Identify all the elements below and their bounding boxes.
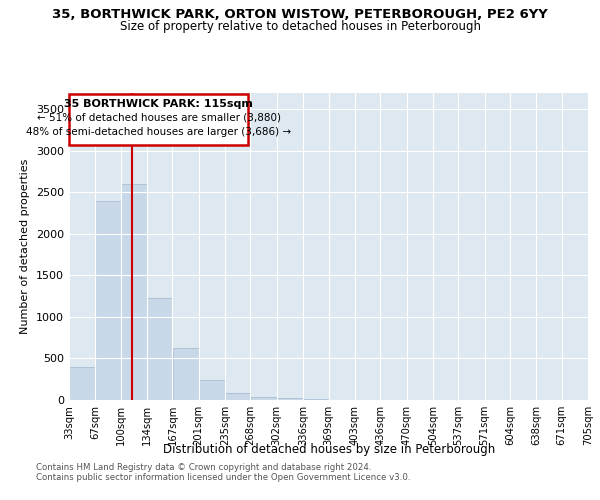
Bar: [225, 394, 250, 400]
Y-axis label: Number of detached properties: Number of detached properties: [20, 158, 31, 334]
Text: 48% of semi-detached houses are larger (3,686) →: 48% of semi-detached houses are larger (…: [26, 126, 291, 136]
Text: Size of property relative to detached houses in Peterborough: Size of property relative to detached ho…: [119, 20, 481, 33]
Text: 35 BORTHWICK PARK: 115sqm: 35 BORTHWICK PARK: 115sqm: [64, 98, 253, 108]
Text: Contains public sector information licensed under the Open Government Licence v3: Contains public sector information licen…: [36, 474, 410, 482]
Text: Contains HM Land Registry data © Crown copyright and database right 2024.: Contains HM Land Registry data © Crown c…: [36, 462, 371, 471]
Text: Distribution of detached houses by size in Peterborough: Distribution of detached houses by size …: [163, 442, 495, 456]
Bar: [121, 184, 147, 400]
Bar: [173, 348, 199, 400]
Bar: [199, 380, 225, 400]
Bar: [251, 396, 277, 400]
FancyBboxPatch shape: [69, 94, 248, 145]
Text: ← 51% of detached houses are smaller (3,880): ← 51% of detached houses are smaller (3,…: [37, 112, 281, 122]
Bar: [147, 298, 172, 400]
Bar: [95, 200, 121, 400]
Bar: [277, 398, 303, 400]
Bar: [69, 367, 95, 400]
Bar: [303, 399, 328, 400]
Text: 35, BORTHWICK PARK, ORTON WISTOW, PETERBOROUGH, PE2 6YY: 35, BORTHWICK PARK, ORTON WISTOW, PETERB…: [52, 8, 548, 20]
